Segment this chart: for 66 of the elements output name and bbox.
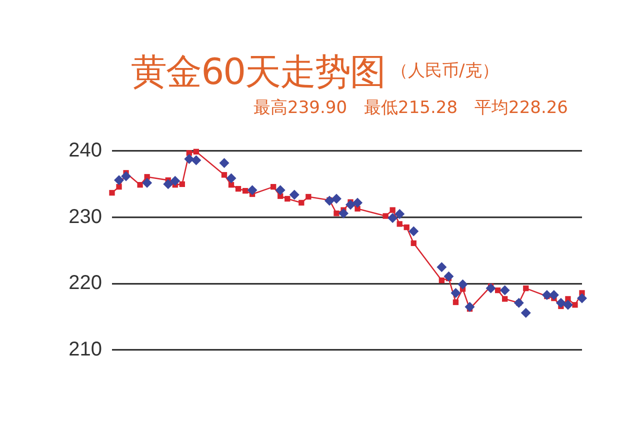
point [500, 285, 510, 296]
point [502, 296, 508, 302]
point [514, 298, 524, 308]
y-axis-title: （人民币/克） [391, 61, 499, 81]
chart-subtitle: 最高239.90 最低215.28 平均228.26 [254, 97, 568, 119]
point [306, 194, 312, 200]
y-tick-label: 230 [68, 206, 102, 228]
point [170, 176, 180, 186]
point [572, 302, 578, 308]
point [388, 212, 398, 223]
point [219, 158, 230, 168]
point [523, 285, 529, 292]
point [235, 186, 242, 192]
point [354, 206, 360, 212]
point [438, 278, 445, 284]
y-tick-label: 240 [68, 140, 102, 162]
point [444, 271, 454, 282]
point [396, 221, 402, 227]
point [346, 200, 356, 210]
point [193, 148, 200, 154]
point [334, 210, 340, 216]
point [382, 213, 388, 219]
point [114, 175, 124, 186]
point [520, 308, 531, 318]
point [121, 171, 132, 182]
point [137, 182, 143, 188]
point [184, 154, 194, 164]
point [408, 226, 419, 236]
point [191, 155, 202, 166]
point [226, 173, 236, 184]
point [275, 185, 286, 196]
point [242, 188, 248, 194]
point [109, 190, 115, 196]
y-tick-label: 210 [68, 338, 102, 361]
point [116, 184, 122, 190]
point [394, 209, 405, 220]
point [577, 293, 587, 304]
point [163, 179, 174, 190]
point [390, 207, 396, 213]
point [270, 184, 276, 190]
point [556, 298, 566, 308]
point [404, 224, 410, 230]
point [228, 182, 234, 188]
point [284, 196, 290, 202]
point [486, 283, 496, 294]
point [452, 299, 459, 306]
point [221, 172, 228, 178]
point [179, 181, 185, 187]
point [562, 300, 573, 310]
point [324, 196, 334, 206]
point [450, 288, 461, 298]
chart-title: 黄金60天走势图 [131, 52, 386, 93]
point [542, 290, 552, 300]
point [458, 279, 468, 290]
point [298, 200, 304, 206]
point [494, 287, 501, 294]
point [289, 190, 300, 200]
point [464, 302, 475, 312]
point [331, 194, 342, 204]
point [247, 185, 258, 196]
point [410, 240, 416, 246]
y-tick-label: 220 [68, 272, 102, 294]
point [352, 198, 363, 208]
point [436, 262, 447, 272]
point [338, 208, 348, 218]
point [142, 178, 152, 188]
